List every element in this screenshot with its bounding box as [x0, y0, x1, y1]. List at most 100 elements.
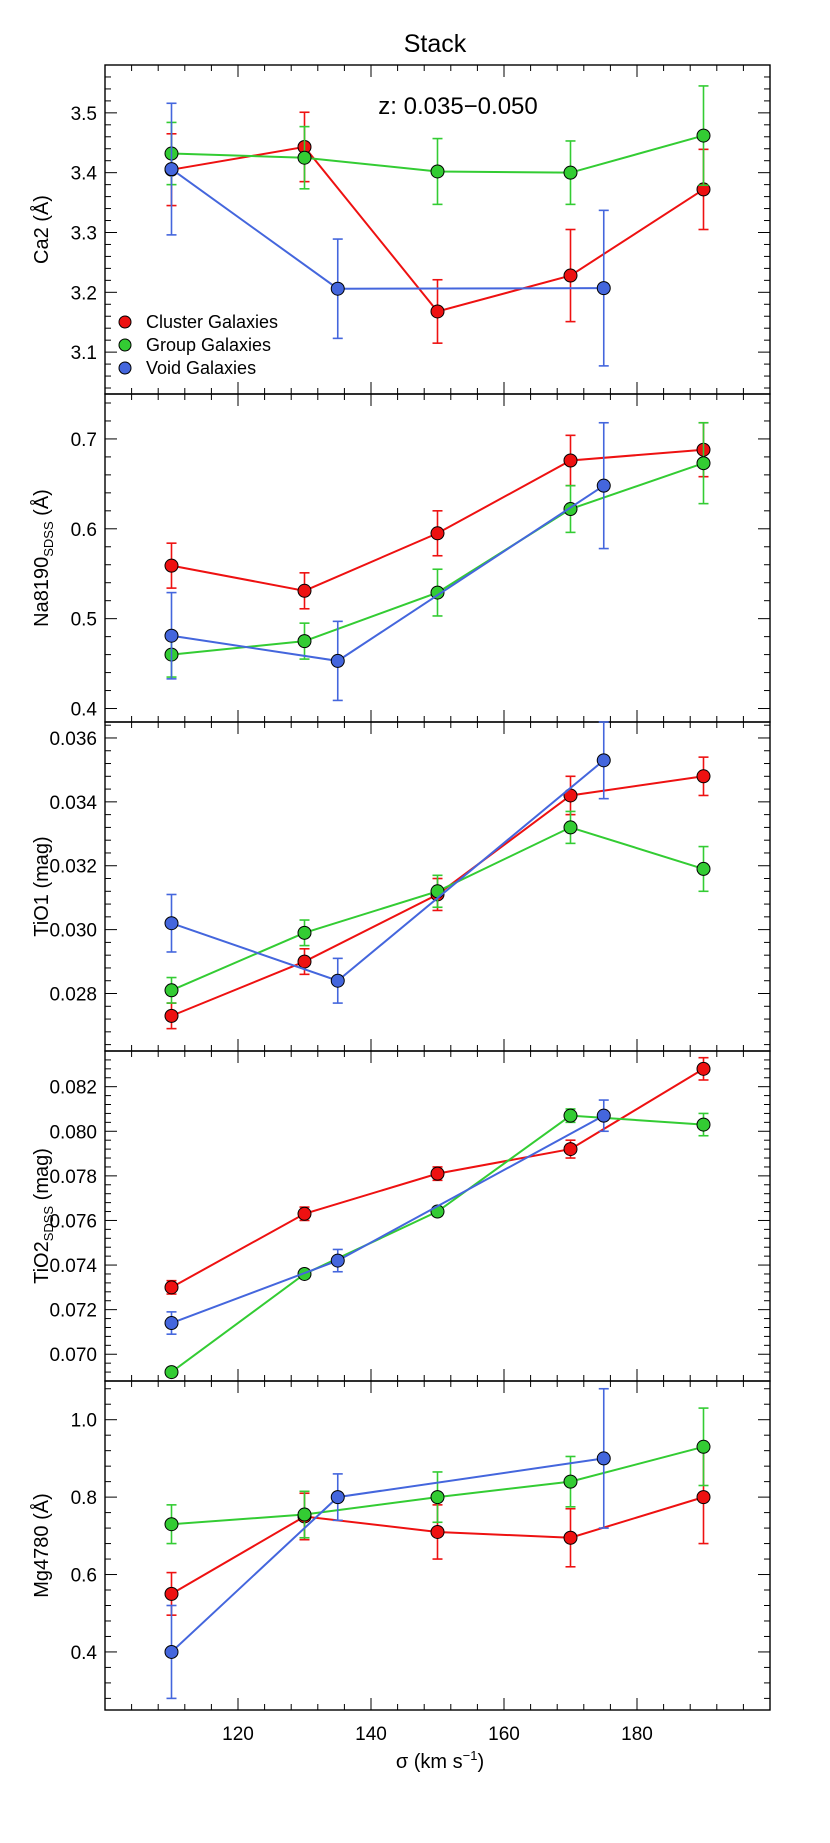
y-axis-label: Ca2 (Å): [30, 195, 53, 264]
y-axis-label: TiO2SDSS (mag): [31, 1148, 56, 1284]
y-tick-label: 1.0: [71, 1411, 97, 1432]
y-tick-label: 0.034: [49, 793, 97, 814]
panel-1: 3.1 3.2 3.3 3.4 3.5 Ca2 (Å) z: 0.035−0.050 Clus…: [30, 64, 771, 395]
data-point: [696, 128, 711, 143]
data-point: [563, 268, 578, 283]
data-point: [430, 1490, 445, 1505]
data-point: [164, 1644, 179, 1659]
data-point: [164, 1280, 179, 1295]
panels-group: 3.1 3.2 3.3 3.4 3.5 Ca2 (Å) z: 0.035−0.050 Clus…: [30, 64, 771, 1745]
series-line: [171, 462, 704, 656]
y-tick-label: 3.1: [71, 343, 97, 364]
data-point: [696, 861, 711, 876]
panel-2: 0.4 0.5 0.6 0.7 Na8190SDSS (Å): [30, 393, 771, 723]
series-void-galaxies: [164, 721, 611, 1004]
data-point: [430, 526, 445, 541]
data-point: [164, 162, 179, 177]
data-point: [696, 456, 711, 471]
legend-label: Cluster Galaxies: [146, 312, 278, 332]
figure-title: Stack: [404, 30, 467, 58]
data-point: [297, 954, 312, 969]
y-tick-label: 0.8: [71, 1488, 97, 1509]
y-tick-label: 0.6: [71, 520, 97, 541]
legend: Cluster Galaxies Group Galaxies Void Galax…: [118, 312, 278, 378]
series-line: [171, 759, 605, 982]
data-point: [563, 165, 578, 180]
y-tick-label: 0.080: [49, 1122, 97, 1143]
data-point: [164, 1008, 179, 1023]
y-axis-label: Na8190SDSS (Å): [30, 489, 56, 627]
panel-3: 0.028 0.030 0.032 0.034 0.036 TiO1 (mag): [31, 721, 771, 1052]
legend-label: Group Galaxies: [146, 335, 271, 355]
y-tick-label: 0.082: [49, 1078, 97, 1099]
data-point: [596, 1451, 611, 1466]
legend-label: Void Galaxies: [146, 358, 256, 378]
y-tick-label: 3.4: [71, 164, 98, 185]
data-point: [297, 1206, 312, 1221]
y-tick-label: 0.032: [49, 857, 97, 878]
series-void-galaxies: [164, 1099, 611, 1335]
data-point: [297, 925, 312, 940]
data-point: [297, 583, 312, 598]
y-axis-label: TiO1 (mag): [31, 836, 53, 936]
series-cluster-galaxies: [164, 111, 711, 344]
panel-4: 0.070 0.072 0.074 0.076 0.078 0.080 0.082 TiO2S…: [31, 1050, 771, 1382]
x-tick-label: 180: [621, 1724, 653, 1745]
data-point: [596, 478, 611, 493]
data-point: [330, 1253, 345, 1268]
y-tick-label: 0.076: [49, 1211, 97, 1232]
series-void-galaxies: [164, 102, 611, 367]
y-tick-label: 0.028: [49, 985, 97, 1006]
series-group-galaxies: [164, 1407, 711, 1545]
data-point: [430, 1166, 445, 1181]
y-tick-label: 0.5: [71, 610, 97, 631]
data-point: [297, 1507, 312, 1522]
x-tick-label: 160: [488, 1724, 520, 1745]
data-point: [297, 150, 312, 165]
legend-marker: [118, 315, 132, 329]
data-point: [330, 973, 345, 988]
series-cluster-galaxies: [164, 1056, 711, 1295]
series-void-galaxies: [164, 421, 611, 702]
data-point: [563, 1530, 578, 1545]
data-point: [164, 558, 179, 573]
y-tick-label: 0.7: [71, 430, 97, 451]
data-point: [596, 753, 611, 768]
y-tick-label: 0.4: [71, 1643, 98, 1664]
data-point: [563, 453, 578, 468]
data-point: [164, 1365, 179, 1380]
data-point: [563, 1474, 578, 1489]
y-tick-label: 0.4: [71, 700, 98, 721]
x-tick-label: 140: [355, 1724, 387, 1745]
y-tick-label: 3.2: [71, 283, 97, 304]
data-point: [696, 1490, 711, 1505]
z-range-annotation: z: 0.035−0.050: [378, 93, 537, 120]
data-point: [330, 1490, 345, 1505]
data-point: [696, 1117, 711, 1132]
panel-frame: [104, 393, 771, 723]
series-group-galaxies: [164, 810, 711, 1004]
panel-5: 0.4 0.6 0.8 1.0 Mg4780 (Å) 120 140 160 180: [30, 1380, 771, 1745]
y-tick-label: 0.036: [49, 729, 97, 750]
data-point: [696, 1439, 711, 1454]
data-point: [430, 884, 445, 899]
y-tick-label: 0.070: [49, 1345, 97, 1366]
series-void-galaxies: [164, 1387, 611, 1700]
series-line: [171, 1114, 605, 1324]
data-point: [596, 281, 611, 296]
legend-marker: [118, 361, 132, 375]
data-point: [164, 916, 179, 931]
data-point: [297, 634, 312, 649]
series-cluster-galaxies: [164, 421, 711, 610]
y-tick-label: 0.030: [49, 921, 97, 942]
y-axis-label: Mg4780 (Å): [30, 1493, 53, 1598]
data-point: [430, 1524, 445, 1539]
data-point: [430, 164, 445, 179]
panel-frame: [104, 1380, 771, 1711]
x-axis-label: σ (km s−1): [396, 1748, 484, 1773]
data-point: [563, 820, 578, 835]
legend-marker: [118, 338, 132, 352]
y-tick-label: 0.6: [71, 1566, 97, 1587]
y-tick-label: 0.078: [49, 1167, 97, 1188]
